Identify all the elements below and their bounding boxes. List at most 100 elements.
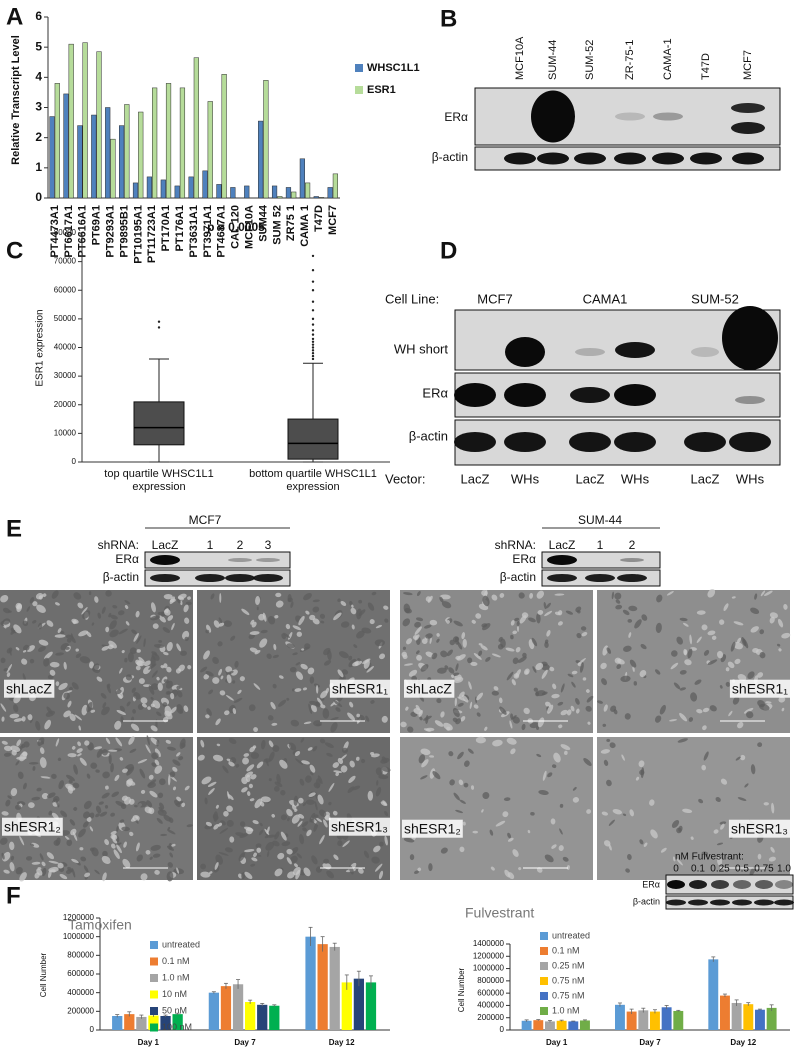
cell (701, 851, 709, 856)
lane-label: 0.1 (691, 864, 705, 875)
cell (650, 829, 658, 839)
cell (38, 639, 49, 646)
cell (330, 722, 338, 733)
cell (258, 829, 264, 836)
cell (351, 604, 354, 608)
cell (309, 764, 316, 773)
cell (89, 826, 94, 832)
bar (124, 104, 130, 199)
cell (143, 660, 151, 667)
vector-label: WHs (621, 471, 650, 486)
x-tick-label: Day 12 (730, 1038, 756, 1047)
cell (259, 638, 268, 648)
cell (694, 679, 702, 685)
cell (233, 697, 243, 703)
flier (311, 346, 315, 349)
cell (101, 606, 106, 614)
cell (145, 744, 151, 754)
bar (708, 959, 719, 1030)
cell (507, 837, 514, 842)
cell (172, 759, 181, 766)
box (133, 401, 185, 446)
cell (63, 710, 71, 718)
bar (341, 982, 352, 1030)
cell (332, 762, 340, 768)
cell (0, 703, 7, 712)
lane-label: LacZ (549, 538, 576, 552)
cell (122, 858, 131, 869)
label-bg (404, 679, 455, 698)
cell (575, 698, 580, 705)
cell (11, 749, 17, 756)
x-tick-label: PT170A1 (160, 205, 172, 251)
cell (702, 707, 710, 713)
cell (162, 702, 168, 707)
cell (341, 669, 349, 675)
cell (351, 785, 361, 791)
blot-band (731, 122, 765, 134)
blot-band (228, 558, 252, 562)
cell (55, 798, 60, 808)
flier (311, 300, 315, 303)
cell (682, 808, 693, 814)
y-tick-label: 30000 (54, 371, 77, 380)
cell (10, 787, 18, 797)
cell (275, 592, 282, 598)
cell (351, 624, 355, 630)
bar (172, 1014, 183, 1030)
cell (52, 798, 57, 803)
x-tick-label: PT9895B1 (118, 205, 130, 258)
legend-label: WHSC1L1 (367, 62, 420, 74)
cell (302, 687, 308, 691)
cell (76, 748, 83, 753)
legend-label: 0.75 nM (552, 975, 585, 985)
cell (688, 717, 694, 722)
cell (205, 670, 214, 677)
cell (529, 722, 540, 729)
cell (140, 789, 146, 794)
cell (262, 612, 267, 622)
cell (373, 845, 381, 853)
cell (312, 606, 320, 613)
cell (134, 804, 138, 808)
cell (701, 624, 708, 631)
cell (200, 739, 205, 748)
cell (187, 596, 191, 600)
vector-label: WHs (736, 471, 765, 486)
row-label: ERα (642, 879, 660, 889)
cell (291, 688, 295, 692)
cell (90, 709, 96, 713)
bar (193, 57, 199, 199)
cell (27, 714, 33, 721)
cell (6, 672, 11, 678)
cell (572, 797, 580, 803)
cell (544, 610, 553, 617)
cell (216, 743, 221, 747)
bar (160, 179, 166, 199)
cell (151, 762, 157, 767)
cell (156, 817, 163, 824)
cell (564, 750, 568, 755)
cell (319, 613, 326, 619)
cell (703, 751, 709, 761)
cell (337, 840, 343, 847)
cell (374, 863, 383, 872)
cell (461, 694, 469, 703)
cell (609, 742, 616, 749)
cell (176, 643, 182, 652)
cell (317, 775, 323, 784)
cell (302, 827, 307, 832)
cell (768, 856, 776, 862)
cell (418, 710, 423, 717)
cell (723, 603, 729, 611)
cell (544, 639, 549, 644)
cell (506, 737, 517, 745)
cell (9, 648, 12, 656)
cell (566, 709, 572, 716)
cell (212, 754, 224, 762)
cell (679, 669, 687, 675)
cell (230, 635, 236, 641)
cell (248, 633, 255, 640)
cell (177, 596, 184, 601)
cell (623, 645, 632, 652)
